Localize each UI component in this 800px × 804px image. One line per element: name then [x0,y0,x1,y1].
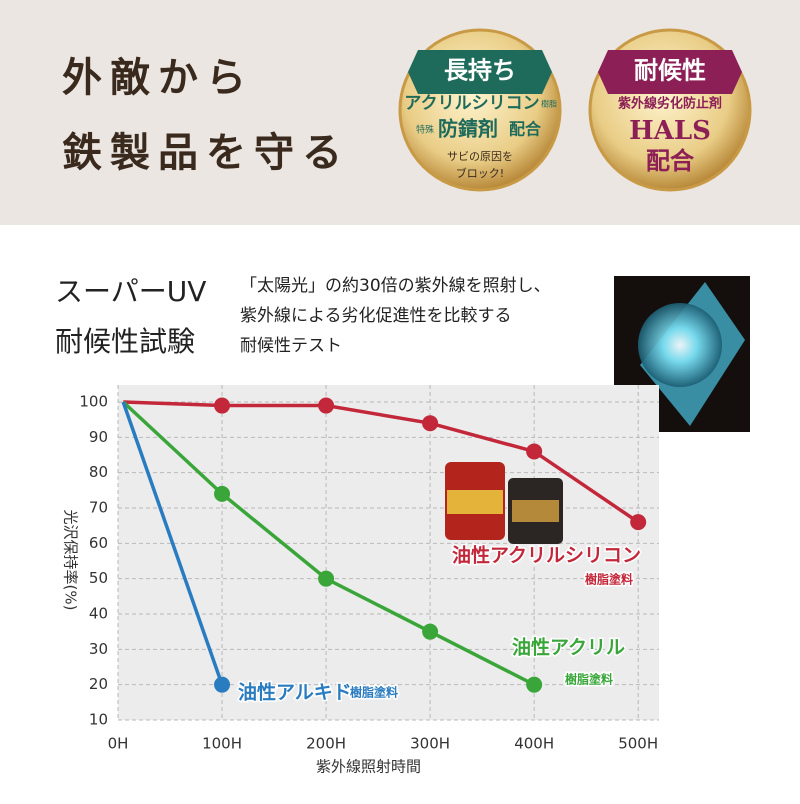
y-tick-label: 80 [89,463,108,481]
series-line [121,401,224,686]
badge-ribbon: 長持ち [444,56,516,85]
x-tick-label: 400H [514,735,554,753]
title: 外敵から [62,55,254,101]
badge-ribbon: 耐候性 [634,56,706,85]
badge: 耐候性 紫外線劣化防止剤 HALS 配合 [588,28,752,192]
y-tick-label: 40 [89,605,108,623]
badge-text: 配合 [509,120,542,139]
badge-text: HALS [629,116,711,146]
y-tick-label: 30 [89,640,108,658]
x-axis-label: 紫外線照射時間 [316,758,421,776]
badge-text: サビの原因を [447,150,513,163]
title: 鉄製品を守る [62,130,350,176]
badge-text: 特殊 [416,124,434,136]
badge-text: 防錆剤 [438,117,498,141]
y-tick-label: 10 [89,711,108,729]
data-point [214,485,231,502]
x-tick-label: 500H [618,735,658,753]
x-tick-label: 100H [202,735,242,753]
y-tick-label: 100 [79,393,108,411]
y-tick-label: 90 [89,428,108,446]
test-description: 紫外線による劣化促進性を比較する [240,306,512,326]
data-point [214,397,231,414]
data-point [422,623,439,640]
y-tick-label: 60 [89,534,108,552]
y-tick-label: 50 [89,569,108,587]
series-note: 樹脂塗料 [565,672,613,687]
test-title: 耐候性試験 [55,325,195,358]
series-label: 油性アルキド [238,681,352,704]
series-line [123,400,640,524]
product-image [445,462,563,544]
y-axis-label: 光沢保持率(%) [62,510,80,611]
data-point [318,570,335,587]
test-description: 「太陽光」の約30倍の紫外線を照射し、 [240,276,551,296]
plot-bg [118,385,659,720]
y-tick-label: 20 [89,675,108,693]
badge-text: ブロック! [456,166,504,180]
series-note: 樹脂塗料 [350,685,398,700]
data-point [318,397,335,414]
badge-text: アクリルシリコン [404,94,539,114]
x-tick-label: 200H [306,735,346,753]
test-title: スーパーUV [55,275,206,308]
badge-text: 紫外線劣化防止剤 [618,96,722,112]
series-label: 油性アクリル [512,636,625,659]
series-label: 油性アクリルシリコン [452,544,641,567]
data-point [214,676,231,693]
series-note: 樹脂塗料 [585,572,633,587]
test-description: 耐候性テスト [240,336,342,356]
x-tick-label: 0H [108,735,129,753]
data-point [422,415,439,432]
y-tick-label: 70 [89,499,108,517]
x-tick-label: 300H [410,735,450,753]
data-point [630,514,647,531]
badge-text: 配合 [646,147,695,175]
data-point [526,676,543,693]
chart: 10 20 30 40 50 60 70 80 90 100 0H 100H 200H 300H 400H 5… [62,385,659,776]
badge-text: 樹脂 [541,99,557,109]
data-point [526,443,543,460]
badge: 長持ち アクリルシリコン 樹脂 特殊 防錆剤 配合 サビの原因を ブロック! [398,28,562,192]
